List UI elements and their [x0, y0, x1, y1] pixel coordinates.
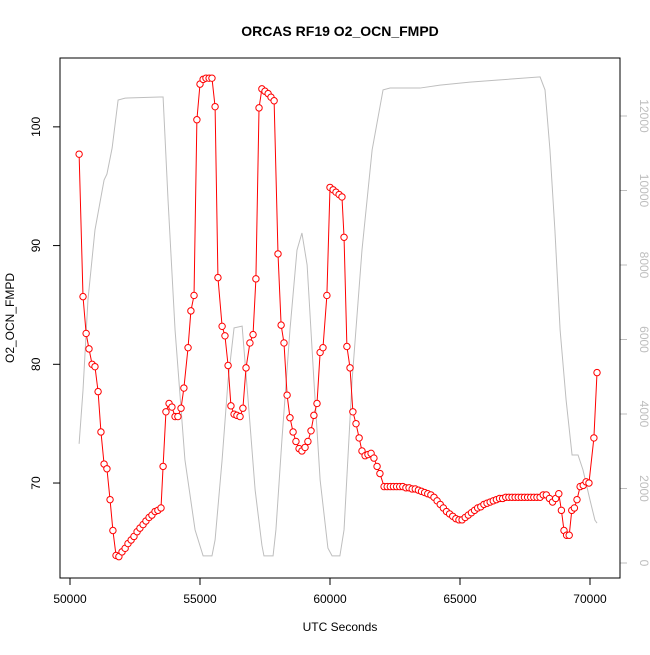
data-point: [79, 292, 87, 301]
data-point: [346, 364, 354, 372]
data-point: [208, 74, 216, 82]
data-point: [239, 404, 247, 412]
data-point: [565, 531, 573, 539]
data-point: [585, 479, 593, 487]
y2-tick-label: 8000: [637, 252, 650, 279]
y-tick-label: 70: [29, 476, 43, 490]
plot-area: [75, 74, 601, 561]
data-point: [573, 495, 581, 504]
data-point: [289, 428, 297, 436]
data-point: [242, 364, 250, 372]
data-point: [218, 322, 226, 331]
data-point: [221, 332, 229, 340]
x-tick-label: 55000: [183, 592, 217, 606]
y-tick-label: 90: [29, 239, 43, 253]
y2-tick-label: 10000: [637, 174, 650, 208]
y-tick-label: 100: [29, 117, 43, 137]
data-point: [323, 291, 331, 300]
y2-tick-label: 2000: [637, 475, 650, 502]
y-axis-label: O2_OCN_FMPD: [3, 273, 17, 363]
y2-tick-label: 6000: [637, 326, 650, 353]
x-tick-label: 50000: [53, 592, 87, 606]
y2-tick-label: 4000: [637, 401, 650, 428]
y2-tick-label: 12000: [637, 99, 650, 133]
data-point: [590, 434, 598, 442]
data-point: [292, 437, 300, 446]
data-point: [307, 427, 315, 435]
data-point: [162, 408, 170, 416]
data-point: [174, 412, 182, 421]
data-point: [570, 504, 579, 512]
data-point: [190, 291, 198, 300]
data-point: [249, 330, 257, 339]
data-point: [246, 339, 254, 347]
x-tick-label: 70000: [573, 592, 607, 606]
data-point: [177, 404, 185, 412]
data-point: [97, 428, 105, 436]
data-point: [352, 419, 360, 428]
data-point: [283, 391, 291, 399]
data-point: [85, 345, 93, 353]
data-point: [557, 506, 566, 515]
data-point: [91, 362, 99, 371]
data-point: [593, 368, 601, 377]
data-point: [109, 526, 117, 535]
series-line: [78, 76, 598, 557]
chart-title: ORCAS RF19 O2_OCN_FMPD: [241, 23, 439, 39]
data-point: [255, 104, 263, 112]
data-point: [180, 384, 188, 392]
data-point: [157, 504, 165, 512]
data-point: [103, 465, 111, 473]
data-point: [304, 437, 312, 446]
data-point: [94, 387, 102, 396]
data-point: [184, 343, 192, 352]
data-point: [106, 495, 114, 504]
data-point: [277, 321, 285, 329]
data-point: [75, 150, 83, 158]
data-point: [310, 411, 318, 420]
x-axis-label: UTC Seconds: [303, 620, 378, 634]
data-point: [193, 116, 201, 124]
data-point: [159, 462, 167, 471]
plot-frame: [59, 57, 621, 579]
data-point: [211, 102, 219, 111]
data-point: [274, 250, 282, 258]
data-point: [370, 454, 378, 462]
x-tick-label: 60000: [313, 592, 347, 606]
data-point: [355, 434, 363, 442]
data-point: [270, 97, 278, 105]
data-point: [286, 414, 294, 422]
data-point: [555, 490, 563, 498]
data-point: [349, 408, 357, 416]
data-point: [313, 399, 321, 408]
data-point: [343, 342, 351, 351]
data-point: [338, 193, 346, 201]
data-point: [227, 402, 235, 410]
data-point: [214, 273, 222, 282]
y2-tick-label: 0: [637, 560, 650, 567]
data-point: [252, 275, 260, 283]
data-point: [280, 339, 288, 347]
data-point: [168, 403, 176, 411]
data-point: [319, 343, 327, 352]
data-point: [301, 443, 309, 452]
data-point: [373, 462, 381, 471]
data-point: [224, 361, 232, 370]
data-point: [236, 412, 244, 421]
data-point: [187, 307, 195, 315]
x-tick-label: 65000: [443, 592, 477, 606]
data-point: [340, 233, 348, 241]
y-tick-label: 80: [29, 357, 43, 371]
data-point: [376, 469, 384, 478]
data-point: [82, 329, 90, 338]
